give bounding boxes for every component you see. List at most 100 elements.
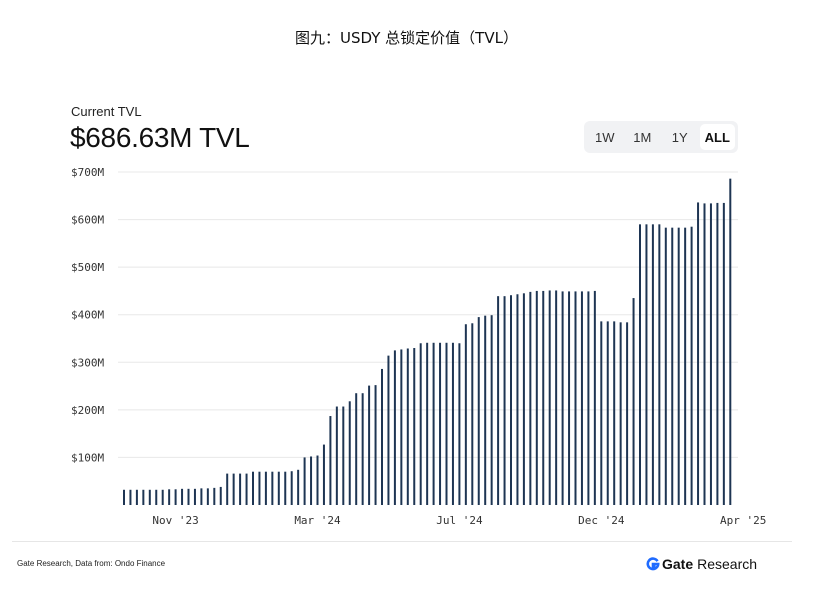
bar (439, 342, 442, 505)
bar (568, 291, 571, 505)
bar (664, 227, 667, 505)
bar (226, 473, 229, 505)
bar (329, 416, 332, 505)
y-tick-label: $600M (71, 214, 104, 227)
bar (593, 290, 596, 505)
bar (535, 290, 538, 505)
bar (168, 489, 171, 505)
bar (342, 406, 345, 505)
bar (406, 348, 409, 505)
bar (271, 471, 274, 505)
range-button-1w[interactable]: 1W (595, 129, 615, 145)
bar (361, 393, 364, 505)
y-tick-label: $200M (71, 404, 104, 417)
y-tick-label: $700M (71, 166, 104, 179)
bar (303, 457, 306, 505)
y-tick-label: $400M (71, 309, 104, 322)
bar (677, 227, 680, 505)
bar (574, 291, 577, 505)
bar (187, 488, 190, 505)
bar (548, 290, 551, 505)
bar (555, 290, 558, 505)
x-tick-label: Nov '23 (152, 514, 198, 527)
bar (426, 342, 429, 505)
time-range-selector: 1W 1M 1Y ALL (584, 121, 738, 153)
bar (645, 224, 648, 506)
bar (419, 343, 422, 505)
bar (413, 348, 416, 505)
bar (316, 455, 319, 505)
bar (155, 489, 158, 505)
bar (510, 295, 512, 505)
bar (529, 291, 532, 505)
bar (258, 471, 261, 505)
bar (374, 385, 377, 505)
bar (619, 322, 622, 505)
bar (148, 489, 151, 505)
x-tick-label: Apr '25 (720, 514, 766, 527)
bar (471, 323, 474, 505)
bar (129, 489, 132, 505)
bar (219, 486, 222, 505)
bar (729, 178, 732, 505)
bar (587, 291, 590, 505)
bar (355, 393, 358, 505)
bar (310, 456, 313, 505)
x-axis-ticks: Nov '23 Mar '24 Jul '24 Dec '24 Apr '25 (152, 514, 766, 527)
bar-series (123, 178, 732, 506)
bar (606, 321, 609, 505)
bar (497, 296, 500, 505)
x-tick-label: Jul '24 (436, 514, 483, 527)
bar (709, 203, 712, 505)
bar (451, 342, 454, 505)
bar (684, 227, 687, 505)
range-button-1y[interactable]: 1Y (671, 129, 688, 145)
current-tvl-value: $686.63M TVL (70, 122, 250, 153)
bar (522, 293, 525, 505)
brand-name: Gate (662, 556, 694, 572)
bar (458, 343, 461, 505)
bar (252, 471, 254, 505)
bar (381, 368, 383, 505)
bar (561, 291, 564, 505)
y-axis-ticks: $100M $200M $300M $400M $500M $600M $700M (71, 166, 104, 464)
figure-title: 图九：USDY 总锁定价值（TVL） (295, 29, 518, 47)
brand-logo: Gate Research (646, 554, 757, 574)
bar (516, 294, 519, 505)
y-tick-label: $300M (71, 356, 104, 369)
bar (322, 444, 325, 505)
bar (632, 298, 635, 505)
bar (393, 350, 396, 505)
bar (290, 471, 293, 505)
bar (239, 473, 242, 505)
bar (690, 226, 693, 505)
footer-divider (12, 541, 792, 542)
bar (503, 296, 506, 505)
bar (445, 342, 448, 505)
source-note: Gate Research, Data from: Ondo Finance (17, 559, 166, 568)
bar (387, 355, 390, 505)
range-button-1m[interactable]: 1M (633, 129, 652, 145)
bar (432, 342, 435, 505)
bar (174, 489, 177, 505)
x-tick-label: Dec '24 (578, 514, 625, 527)
bar (161, 489, 164, 505)
bar (613, 321, 616, 505)
bar (490, 315, 493, 505)
bar (245, 473, 248, 505)
bar (722, 202, 725, 505)
bar (193, 488, 196, 505)
bar (181, 488, 184, 505)
bar (123, 489, 125, 505)
bar (206, 488, 209, 505)
bar (671, 227, 674, 505)
bar (697, 202, 700, 505)
brand-suffix: Research (697, 556, 758, 572)
bar (284, 471, 287, 505)
bar (277, 471, 280, 505)
bar (348, 401, 351, 505)
range-button-all[interactable]: ALL (699, 124, 735, 150)
bar (200, 488, 203, 505)
bar (213, 487, 216, 505)
